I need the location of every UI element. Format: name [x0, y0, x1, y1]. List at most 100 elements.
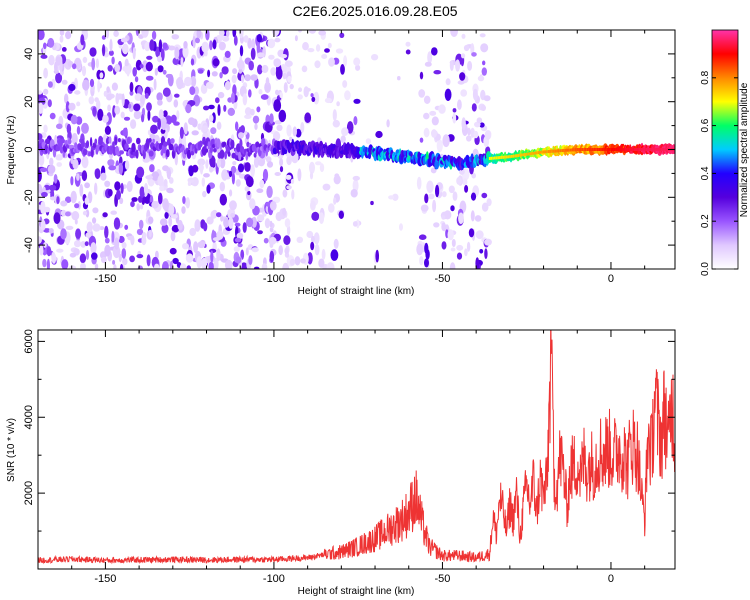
spectrogram-speckle — [456, 252, 463, 260]
spectrogram-ridge-cell — [135, 149, 139, 159]
spectrogram-speckle — [109, 38, 113, 52]
spectrogram-ridge-cell — [627, 148, 629, 151]
spectrogram-speckle — [276, 124, 283, 131]
spectrogram-ridge-cell — [541, 150, 543, 154]
spectrogram-speckle — [448, 185, 455, 194]
spectrogram-speckle — [269, 250, 275, 263]
spectrogram-speckle — [70, 114, 78, 125]
spectrogram-ridge-cell — [536, 151, 538, 155]
spectrogram-speckle — [352, 175, 360, 181]
spectrogram-speckle — [310, 235, 315, 243]
spectrogram-speckle — [267, 38, 276, 49]
spectrogram-speckle — [81, 122, 89, 134]
spectrogram-speckle — [151, 201, 159, 209]
spectrogram-speckle — [461, 117, 466, 130]
spectrogram-speckle — [82, 210, 88, 216]
spectrogram-speckle — [256, 214, 265, 222]
spectrogram-speckle — [269, 220, 273, 228]
spectrogram-speckle — [311, 211, 320, 221]
spectrogram-speckle — [126, 180, 133, 193]
spectrogram-speckle — [113, 217, 121, 230]
spectrogram-ridge-cell — [623, 148, 626, 151]
spectrogram-speckle — [457, 99, 462, 110]
spectrogram-ridge-cell — [114, 136, 118, 146]
spectrogram-speckle — [101, 35, 106, 40]
spectrogram-speckle — [120, 182, 124, 194]
spectrogram-speckle — [215, 97, 220, 104]
spectrogram-speckle — [336, 101, 340, 107]
spectrogram-speckle — [318, 212, 325, 225]
spectrogram-speckle — [170, 114, 177, 124]
spectrogram-speckle — [250, 164, 255, 178]
spectrogram-speckle — [55, 72, 63, 84]
spectrogram-speckle — [67, 60, 74, 68]
spectrogram-speckle — [146, 102, 152, 112]
spectrogram-speckle — [438, 104, 446, 114]
spectrogram-speckle — [179, 126, 184, 139]
spectrogram-speckle — [328, 57, 335, 67]
spectrogram-speckle — [181, 206, 186, 214]
spectrogram-speckle — [268, 54, 275, 60]
spectrogram-ridge-cell — [615, 148, 617, 151]
spectrogram-speckle — [108, 165, 117, 171]
spectrogram-speckle — [452, 191, 458, 201]
spectrogram-speckle — [118, 253, 122, 263]
spectrogram-speckle — [270, 67, 277, 76]
spectrogram-speckle — [315, 161, 322, 166]
spectrogram-speckle — [179, 263, 187, 269]
spectrogram-speckle — [74, 240, 81, 248]
spectrogram-speckle — [324, 97, 332, 104]
spectrogram-speckle — [274, 120, 282, 125]
spectrogram-speckle — [308, 30, 317, 34]
spectrogram-speckle — [339, 32, 345, 38]
spectrogram-speckle — [164, 211, 169, 219]
spectrogram-speckle — [148, 216, 154, 224]
spectrogram-ridge-cell — [579, 148, 582, 151]
spectrogram-speckle — [244, 162, 251, 172]
spectrogram-speckle — [219, 181, 225, 192]
spectrogram-speckle — [94, 168, 101, 180]
spectrogram-speckle — [481, 67, 487, 76]
spectrogram-speckle — [444, 88, 452, 102]
spectrogram-speckle — [289, 136, 293, 141]
spectrogram-speckle — [224, 80, 231, 91]
spectrogram-speckle — [48, 184, 57, 191]
spectrogram-ridge-cell — [98, 135, 103, 146]
spectrogram-speckle — [71, 211, 80, 221]
snr-panel: -150 -100 -50 0 2000 4000 6000 Height of strai… — [6, 329, 676, 597]
spectrogram-speckle — [190, 58, 195, 66]
spectrogram-speckle — [232, 161, 237, 166]
spectrogram-ridge-cell — [622, 148, 624, 151]
spectrogram-speckle — [274, 37, 281, 43]
spectrogram-speckle — [43, 67, 48, 79]
spectrogram-speckle — [112, 260, 116, 265]
spectrogram-ridge-cell — [190, 150, 195, 156]
spectrogram-speckle — [466, 135, 472, 142]
spectrogram-ridge-cell — [637, 148, 639, 151]
spectrogram-speckle — [206, 81, 214, 90]
spectrogram-speckle — [157, 174, 164, 187]
spectrogram-speckle — [86, 221, 93, 233]
spectrogram-speckle — [423, 112, 430, 120]
spectrogram-ridge-cell — [611, 148, 614, 151]
spectrogram-speckle — [61, 259, 69, 269]
spectrogram-speckle — [307, 252, 313, 265]
spectrogram-speckle — [292, 126, 297, 137]
spectrogram-speckle — [159, 218, 168, 226]
spectrogram-ridge-cell — [522, 153, 525, 157]
spectrogram-speckle — [122, 65, 129, 72]
spectrogram-speckle — [61, 47, 67, 52]
spectrogram-speckle — [56, 162, 62, 167]
spectrogram-speckle — [470, 210, 475, 222]
spectrogram-speckle — [245, 176, 254, 188]
spectrogram-ridge-cell — [662, 148, 665, 151]
spectrogram-speckle — [156, 92, 163, 102]
spectrogram-ridge-cell — [571, 148, 574, 152]
spectrogram-ridge-cell — [649, 148, 651, 151]
spectrogram-speckle — [136, 166, 145, 178]
spectrogram-ridge-cell — [620, 148, 622, 151]
y-tick-label: 2000 — [23, 481, 35, 505]
spectrogram-speckle — [426, 180, 434, 194]
spectrogram-speckle — [84, 197, 90, 205]
spectrogram-ridge-cell — [425, 151, 429, 161]
